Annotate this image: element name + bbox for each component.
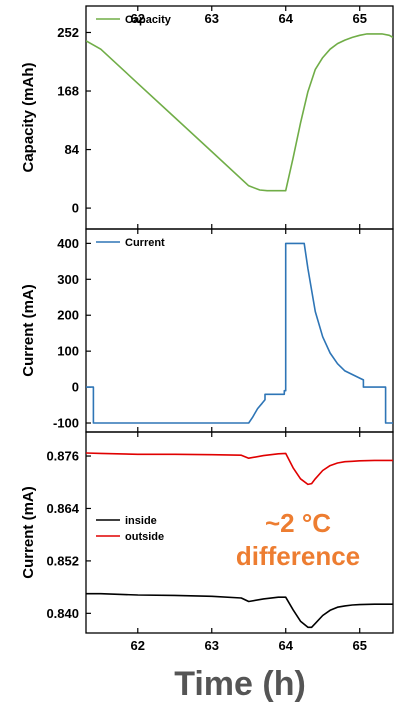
series-line-outside xyxy=(86,452,393,486)
chart-panel-3: 0.840 0.852 0.864 0.876 62 63 64 65 Current (mA)… xyxy=(20,431,394,653)
series-line-Current xyxy=(86,242,393,424)
chart-panel-1: 0 84 168 252 62 63 64 65 Capacity (mAh) Capacity xyxy=(20,5,394,230)
legend-label-outside: outside xyxy=(125,531,164,543)
chart-panel-2: -100 0 100 200 300 400 Current (mA) Current xyxy=(20,228,394,433)
y-axis-title: Current (mA) xyxy=(20,486,37,579)
x-tick-label: 64 xyxy=(279,638,294,653)
y-tick-label: 0.864 xyxy=(46,501,79,516)
x-axis-label: Time (h) xyxy=(174,665,306,703)
legend-label-Current: Current xyxy=(125,237,165,249)
legend-label-Capacity: Capacity xyxy=(125,14,172,26)
plot-frame xyxy=(85,228,394,433)
y-tick-label: 400 xyxy=(57,236,79,251)
y-tick-label: 168 xyxy=(57,84,79,99)
chart-panels: 0 84 168 252 62 63 64 65 Capacity (mAh) Capacity -… xyxy=(20,5,394,653)
series-line-Capacity xyxy=(86,33,393,192)
y-tick-label: 300 xyxy=(57,272,79,287)
y-axis-title: Current (mA) xyxy=(20,284,37,377)
y-tick-label: 0.840 xyxy=(46,606,79,621)
x-tick-label: 65 xyxy=(352,638,366,653)
x-tick-label: 62 xyxy=(131,638,145,653)
y-tick-label: 100 xyxy=(57,344,79,359)
y-tick-label: 200 xyxy=(57,308,79,323)
y-tick-label: 252 xyxy=(57,25,79,40)
y-tick-label: -100 xyxy=(53,416,79,431)
plot-frame xyxy=(85,431,394,634)
annotation-line1-text: ~2 °C xyxy=(265,508,331,538)
series-line-inside xyxy=(86,592,393,629)
legend-label-inside: inside xyxy=(125,515,157,527)
annotation-line2-text: difference xyxy=(236,541,360,571)
annotation-line1: ~2 °C difference xyxy=(236,508,360,571)
y-axis-title: Capacity (mAh) xyxy=(20,62,37,172)
y-tick-label: 84 xyxy=(65,142,80,157)
x-tick-label-top: 62 xyxy=(131,11,145,26)
x-tick-label-top: 65 xyxy=(352,11,366,26)
x-tick-label-top: 64 xyxy=(279,11,294,26)
x-tick-label-top: 63 xyxy=(205,11,219,26)
y-tick-label: 0 xyxy=(72,380,79,395)
y-tick-label: 0.852 xyxy=(46,553,79,568)
x-tick-label: 63 xyxy=(205,638,219,653)
y-tick-label: 0 xyxy=(72,201,79,216)
y-tick-label: 0.876 xyxy=(46,449,79,464)
